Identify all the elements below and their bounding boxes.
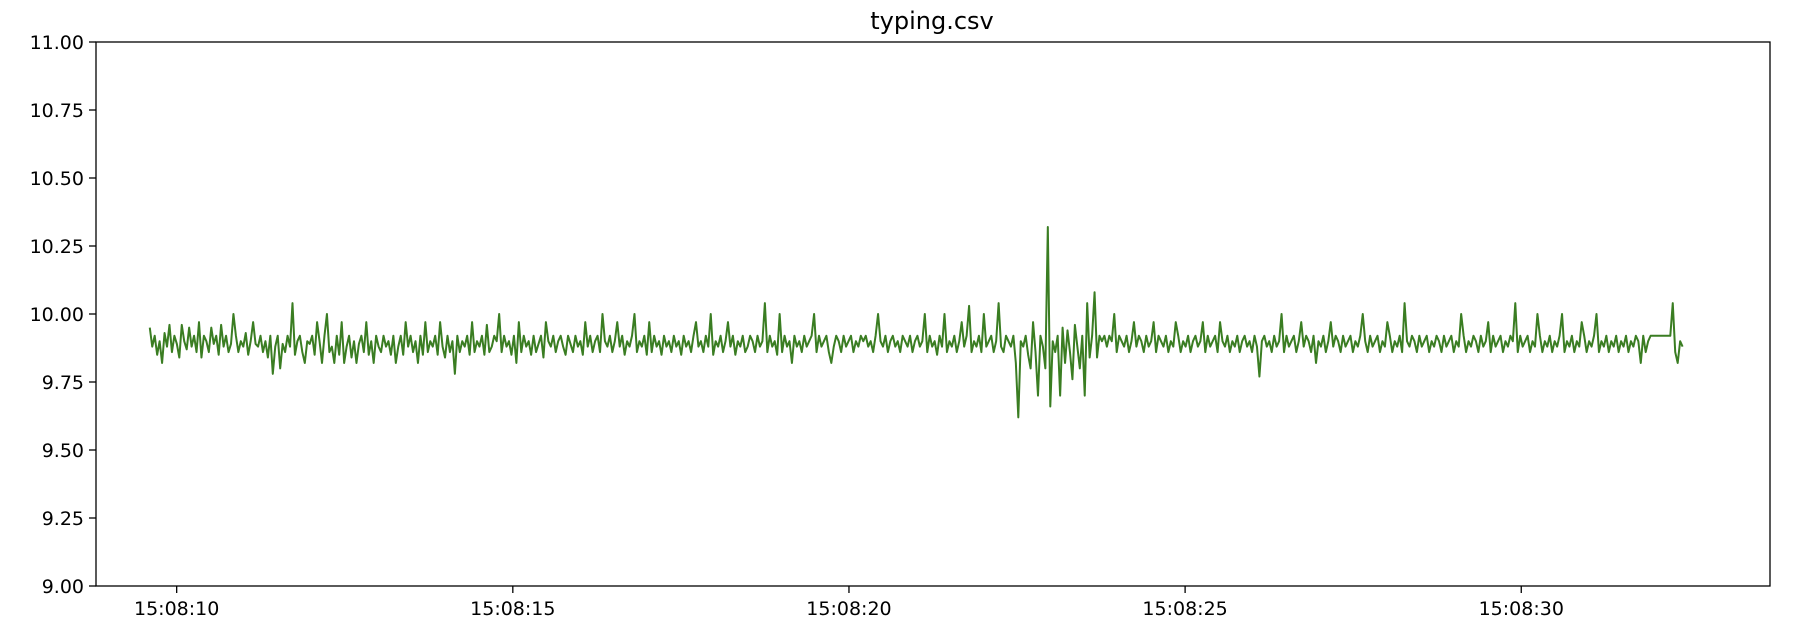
y-tick-label: 9.50 [42, 440, 84, 462]
y-axis: 11.00 10.75 10.50 10.25 10.00 9.75 9.50 9.25 9.0… [30, 32, 96, 598]
y-tick-label: 10.75 [30, 100, 84, 122]
x-tick-label: 15:08:25 [1142, 598, 1227, 620]
series-layer [148, 225, 1684, 419]
x-tick-label: 15:08:15 [470, 598, 555, 620]
y-tick-label: 11.00 [30, 32, 84, 54]
x-axis: 15:08:10 15:08:15 15:08:20 15:08:25 15:08:30 [134, 586, 1564, 620]
chart-title: typing.csv [870, 7, 994, 35]
axes-frame [95, 41, 1771, 587]
x-tick-label: 15:08:30 [1479, 598, 1564, 620]
y-tick-label: 9.00 [42, 576, 84, 598]
y-tick-label: 10.00 [30, 304, 84, 326]
y-tick-label: 10.25 [30, 236, 84, 258]
y-tick-label: 9.25 [42, 508, 84, 530]
y-tick-label: 9.75 [42, 372, 84, 394]
y-tick-label: 10.50 [30, 168, 84, 190]
series-line [148, 225, 1684, 419]
x-tick-label: 15:08:20 [806, 598, 891, 620]
x-tick-label: 15:08:10 [134, 598, 219, 620]
